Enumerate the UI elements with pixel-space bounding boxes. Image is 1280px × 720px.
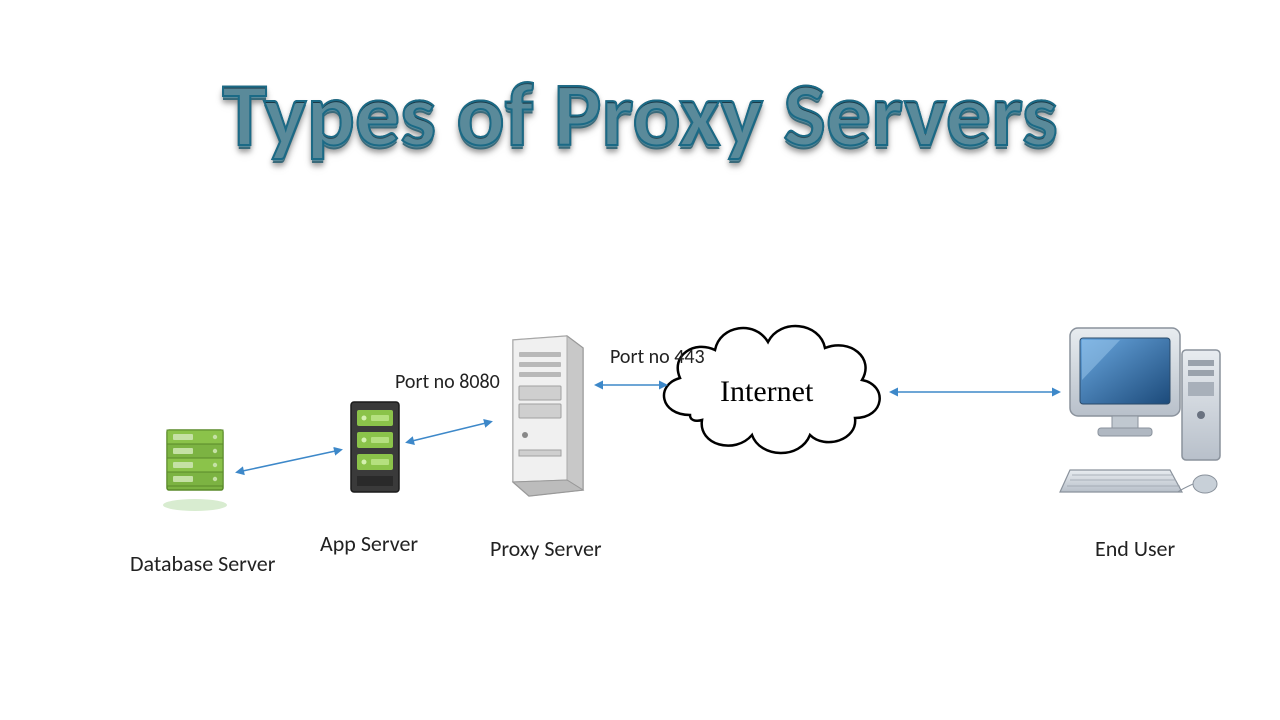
network-diagram: Database Server App Server <box>0 300 1280 600</box>
edge-label-8080: Port no 8080 <box>395 370 500 394</box>
page-title: Types of Proxy Servers <box>222 60 1058 170</box>
edge-db-app <box>238 450 340 472</box>
edge-label-443: Port no 443 <box>610 345 705 369</box>
edge-app-proxy <box>408 422 490 442</box>
